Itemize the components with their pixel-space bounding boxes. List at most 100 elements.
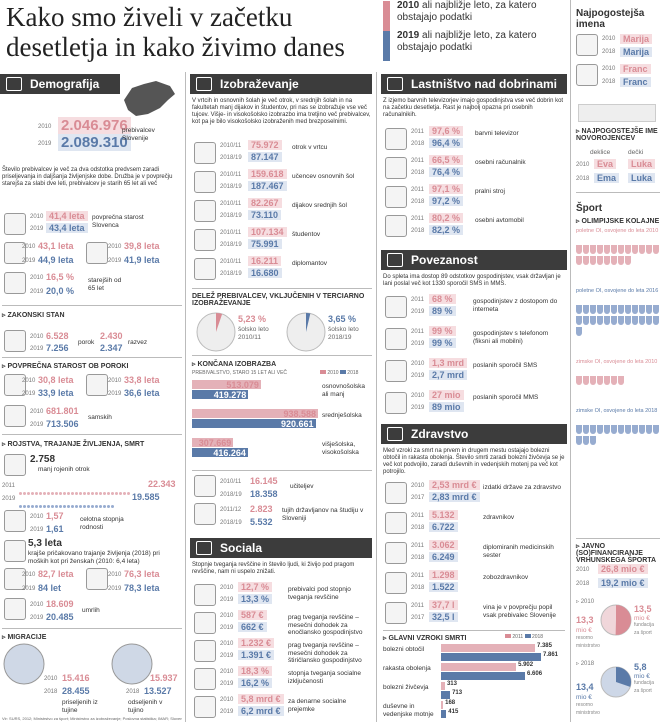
medal-icon: [646, 305, 652, 314]
birth-dot: [34, 492, 38, 495]
medal-icon: [611, 316, 617, 325]
medal-icon: [632, 245, 638, 254]
foreign-student-icon: [194, 503, 216, 525]
row-value-2: 96,4 %: [429, 138, 464, 148]
birthday-cake-icon: [4, 213, 26, 235]
row-year-2: 2018: [411, 585, 425, 591]
medal-icon: [576, 316, 582, 325]
medal-group-label: poletne OI, osvojene do leta 2016: [576, 288, 659, 294]
ring-icon: [4, 330, 26, 352]
row-value-2: 16.680: [248, 268, 282, 278]
row-value-2: 82,2 %: [429, 225, 464, 235]
row-label: dijakov srednjih šol: [292, 202, 347, 209]
row-value-2: 16,2 %: [238, 678, 273, 688]
footer-source: Vir: SURS, 2012; Ministrstvo za šport; M…: [2, 716, 182, 721]
row-value-1-text: 1.232 €: [238, 638, 275, 648]
row-value-1: 12,7 %: [238, 582, 273, 592]
row-value-1-text: 587 €: [238, 610, 267, 620]
bar-label: višješolska, visokošolska: [322, 441, 359, 456]
medal-icon: [597, 256, 603, 265]
section-demografija: Demografija: [0, 74, 120, 94]
birth-dot: [122, 492, 126, 495]
row-value-1-text: 5,8 mrd €: [238, 694, 284, 704]
row-value-2-text: 99 %: [429, 338, 456, 348]
medal-icon: [618, 256, 624, 265]
row-label: učencev osnovnih šol: [292, 173, 355, 180]
medal-icon: [632, 425, 638, 434]
medal-icon: [604, 425, 610, 434]
birth-dot: [94, 492, 98, 495]
row-icon: [194, 258, 216, 280]
row-label: študentov: [292, 231, 321, 238]
row-value-1-text: 159.618: [248, 169, 287, 179]
row-value-2: 99 %: [429, 338, 456, 348]
medal-icons: [576, 424, 660, 446]
row-value-2-text: 16,2 %: [238, 678, 273, 688]
row-label: osebni avtomobil: [475, 217, 524, 224]
row-value-1-text: 1.298: [429, 570, 458, 580]
birth-dot: [30, 505, 34, 508]
stethoscope-icon: [387, 427, 403, 441]
row-icon: [385, 542, 407, 564]
row-value-1-text: 12,7 %: [238, 582, 273, 592]
row-year-2: 2018: [411, 141, 425, 147]
row-value-2: 2,7 mrd: [429, 370, 468, 380]
teacher-icon: [194, 475, 216, 497]
row-year-2: 2019: [411, 341, 425, 347]
row-icon: [385, 186, 407, 208]
medal-icon: [590, 305, 596, 314]
row-year-1: 2010: [411, 393, 425, 399]
bar-2018: [192, 390, 249, 399]
medal-icon: [625, 245, 631, 254]
row-icon: [194, 696, 216, 718]
row-year-1: 2010: [411, 361, 425, 367]
row-value-1: 1,3 mrd: [429, 358, 468, 368]
row-value-1: 3.062: [429, 540, 458, 550]
medal-icons: [576, 375, 660, 386]
row-value-1: 107.134: [248, 227, 287, 237]
row-label: za denarne socialne prejemke: [288, 698, 347, 713]
birth-dot: [18, 505, 22, 508]
row-icon: [385, 128, 407, 150]
row-value-2: 1.522: [429, 582, 458, 592]
bar-value-2018: 713: [452, 690, 463, 696]
row-year-2: 2018: [411, 170, 425, 176]
row-year-1: 2011: [411, 543, 424, 549]
row-value-2-text: 187.467: [248, 181, 287, 191]
bride-icon: [4, 374, 26, 396]
medal-icon: [597, 316, 603, 325]
medal-icon: [625, 316, 631, 325]
birth-dot: [54, 492, 58, 495]
birth-dot: [42, 505, 46, 508]
medal-icon: [576, 436, 582, 445]
row-year-2: 2019: [411, 373, 425, 379]
row-icon: [194, 142, 216, 164]
row-value-1: 66,5 %: [429, 155, 464, 165]
row-value-1-text: 18,3 %: [238, 666, 273, 676]
page-title: Kako smo živeli v začetku desetletja in …: [6, 2, 345, 62]
row-value-2: 6,2 mrd €: [238, 706, 284, 716]
row-value-1: 99 %: [429, 326, 456, 336]
row-year-2: 2018/19: [220, 213, 242, 219]
row-value-1-text: 27 mio: [429, 390, 464, 400]
row-label: poslanih sporočil MMS: [473, 394, 539, 401]
row-value-1: 97,6 %: [429, 126, 464, 136]
row-year-1: 2010: [411, 483, 425, 489]
row-icon: [194, 584, 216, 606]
row-value-2-text: 6.249: [429, 552, 458, 562]
row-icon: [385, 572, 407, 594]
row-value-2-text: 89 %: [429, 306, 456, 316]
row-value-2-text: 1.522: [429, 582, 458, 592]
pie-slice: [615, 605, 631, 635]
row-value-2-text: 75.991: [248, 239, 282, 249]
pie-slice: [306, 313, 311, 332]
births-2011-dots: [18, 482, 146, 495]
medal-icon: [604, 245, 610, 254]
row-label: barvni televizor: [475, 130, 519, 137]
bar-value-2018: 419.278: [213, 390, 247, 400]
medal-icon: [653, 305, 659, 314]
birth-dot: [118, 492, 122, 495]
birth-dot: [110, 492, 114, 495]
row-year-2: 2018: [411, 525, 425, 531]
row-value-2: 2,83 mrd €: [429, 492, 480, 502]
